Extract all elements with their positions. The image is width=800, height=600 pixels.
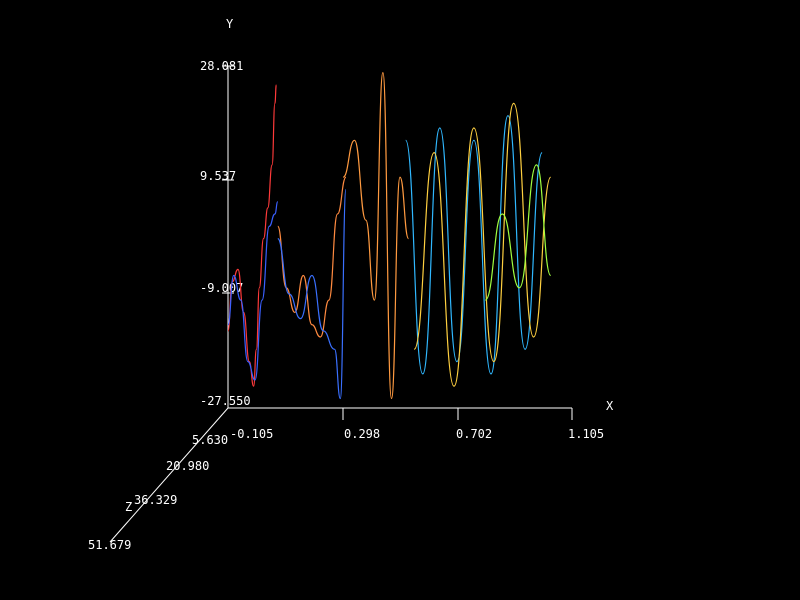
x-tick-label: -0.105 — [230, 427, 273, 441]
z-axis-line — [109, 407, 229, 543]
series-line — [405, 115, 543, 375]
x-axis-label: X — [606, 399, 614, 413]
z-tick-label: 20.980 — [166, 459, 209, 473]
y-tick-label: 28.081 — [200, 59, 243, 73]
y-axis-label: Y — [226, 17, 234, 31]
x-tick-label: 1.105 — [568, 427, 604, 441]
series-group — [227, 71, 552, 400]
z-tick-label: 36.329 — [134, 493, 177, 507]
y-tick-label: 9.537 — [200, 169, 236, 183]
series-line — [484, 164, 552, 301]
x-tick-label: 0.702 — [456, 427, 492, 441]
x-tick-label: 0.298 — [344, 427, 380, 441]
series-line — [413, 102, 552, 387]
y-tick-label: -27.550 — [200, 394, 251, 408]
z-tick-label: 51.679 — [88, 538, 131, 552]
series-line — [277, 176, 347, 338]
z-axis-label: Z — [125, 500, 132, 514]
series-line — [227, 201, 279, 381]
z-tick-label: 5.630 — [192, 433, 228, 447]
series-line — [342, 71, 410, 400]
y-tick-label: -9.007 — [200, 281, 243, 295]
series-line — [227, 84, 277, 387]
series-line — [277, 188, 347, 400]
